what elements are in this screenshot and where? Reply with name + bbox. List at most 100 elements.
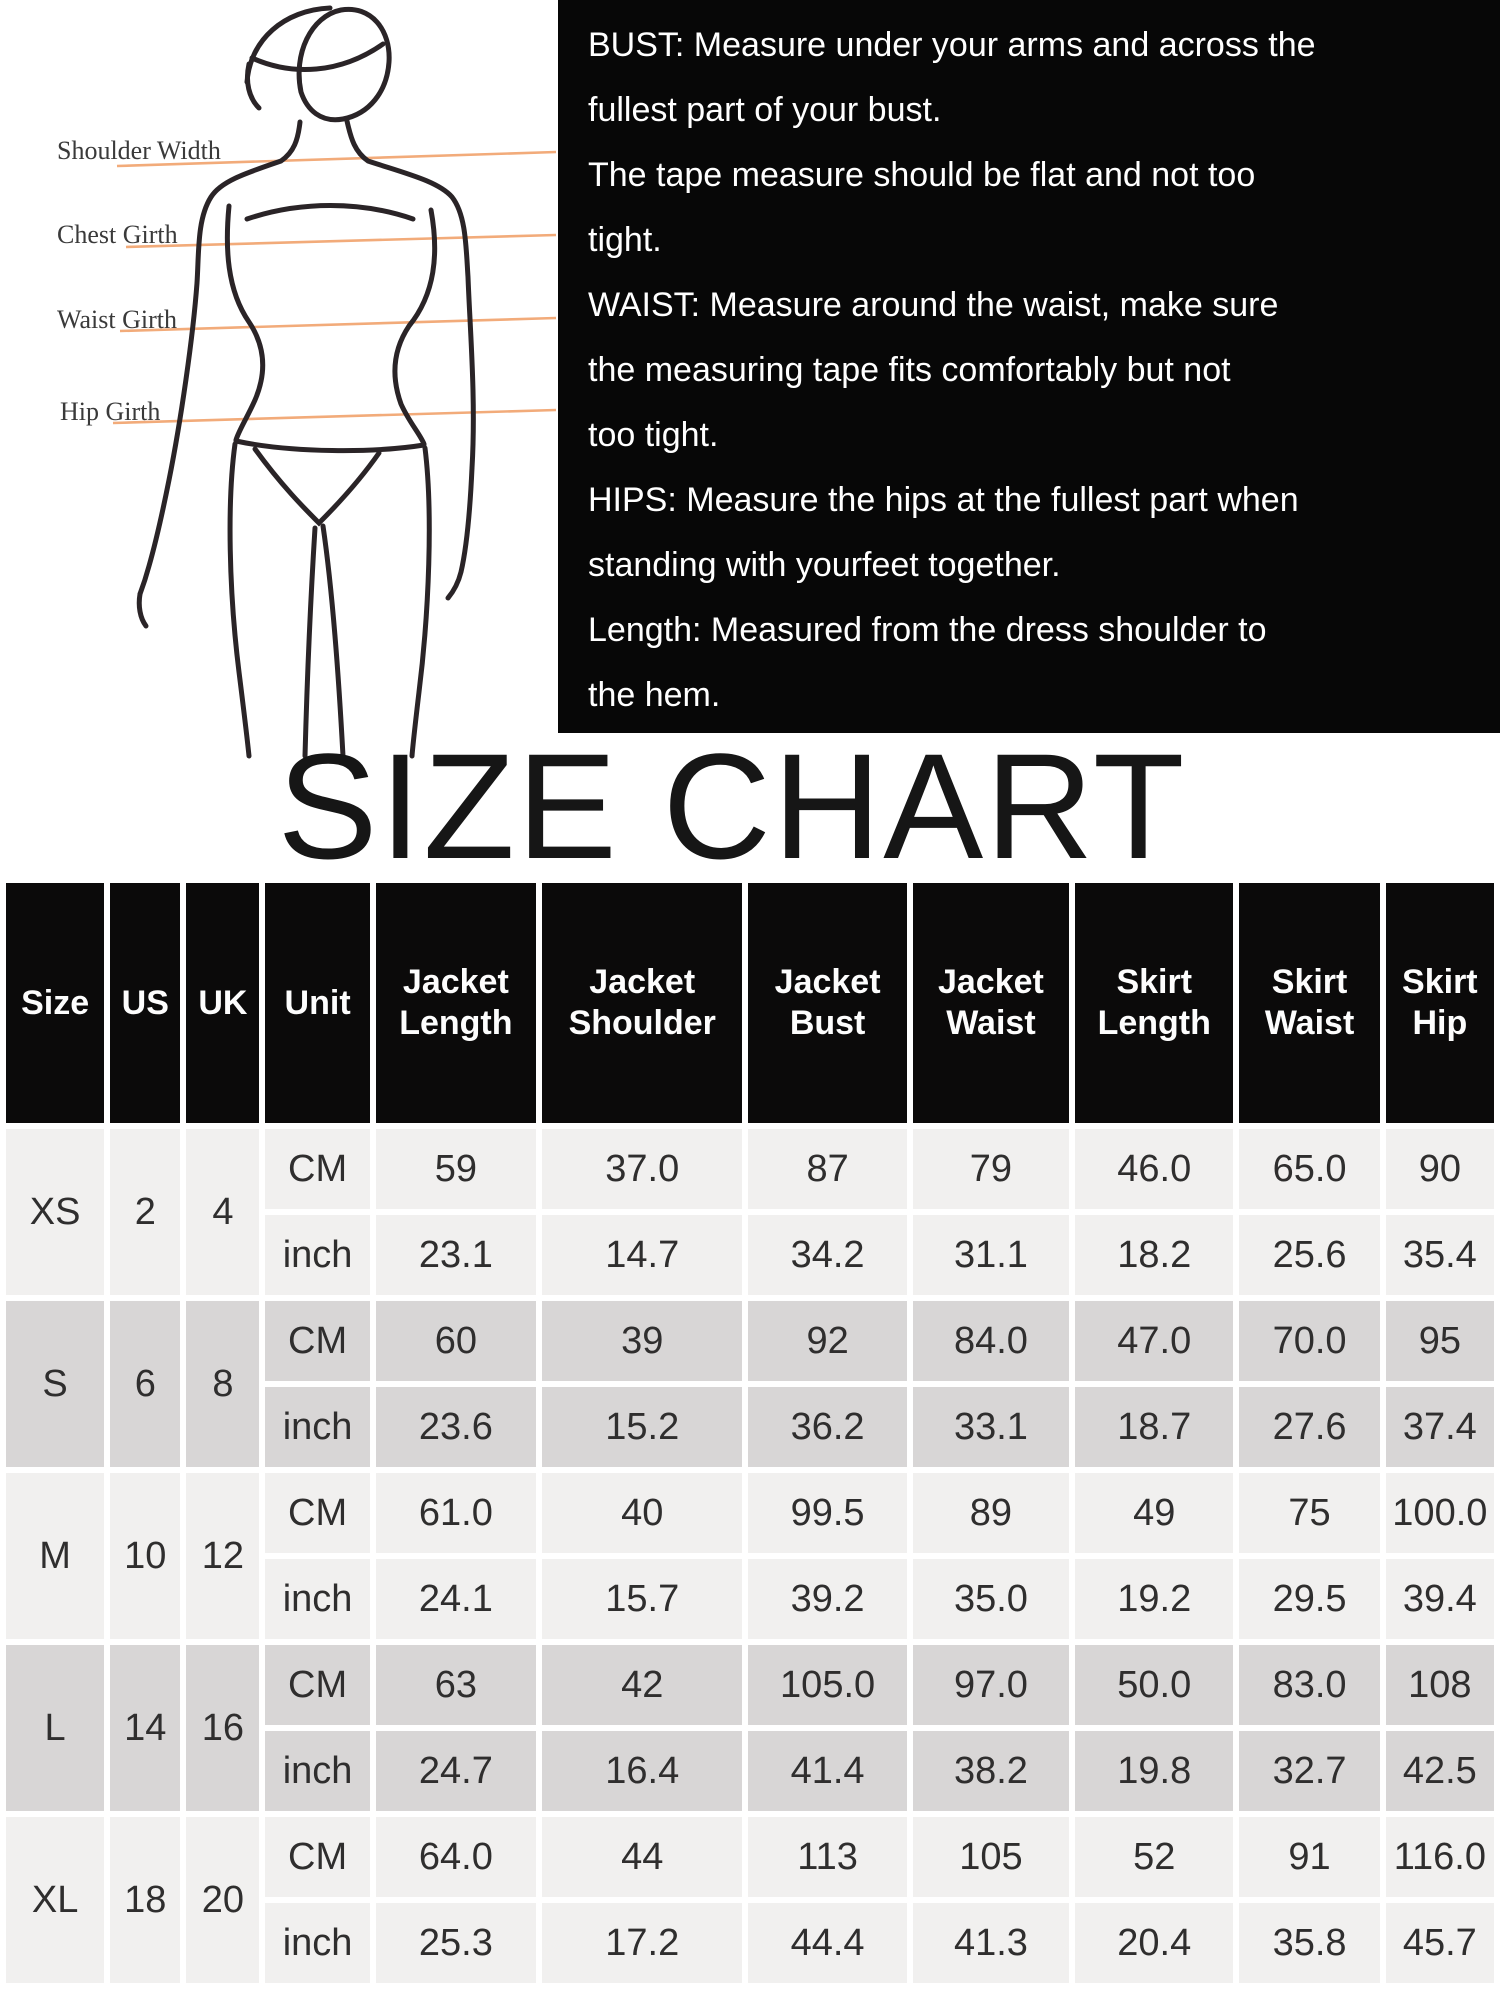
value-cell: 33.1 [912, 1387, 1070, 1467]
value-cell: 41.4 [748, 1731, 907, 1811]
value-cell: 18.7 [1075, 1387, 1234, 1467]
info-line: The tape measure should be flat and not … [588, 156, 1256, 194]
value-cell: 29.5 [1239, 1559, 1380, 1639]
table-row: M 10 12 CM 61.0 40 99.5 89 49 75 100.0 [6, 1473, 1494, 1639]
uk-cell: 20 [186, 1817, 260, 1983]
table-row: inch 23.1 14.7 34.2 31.1 18.2 25.6 35.4 [6, 1215, 1494, 1295]
unit-cell: inch [265, 1559, 370, 1639]
shoulder-measure-line [116, 150, 557, 168]
unit-cell: CM [265, 1645, 370, 1725]
info-line: too tight. [588, 416, 719, 454]
value-cell: 113 [748, 1817, 907, 1897]
info-line: the measuring tape fits comfortably but … [588, 351, 1231, 389]
unit-cell: inch [265, 1387, 370, 1467]
shoulder-width-label: Shoulder Width [57, 136, 221, 165]
value-cell: 46.0 [1075, 1129, 1234, 1209]
size-cell: XL [6, 1817, 105, 1983]
size-cell: XS [6, 1129, 105, 1295]
size-cell: S [6, 1301, 105, 1467]
value-cell: 47.0 [1075, 1301, 1234, 1381]
value-cell: 99.5 [748, 1473, 907, 1553]
value-cell: 18.2 [1075, 1215, 1234, 1295]
info-line: Length: Measured from the dress shoulder… [588, 611, 1267, 649]
unit-cell: inch [265, 1903, 370, 1983]
us-cell: 18 [110, 1817, 181, 1983]
info-line: standing with yourfeet together. [588, 546, 1061, 584]
table-row: XS 2 4 CM 59 37.0 87 79 46.0 65.0 90 [6, 1129, 1494, 1295]
table-row: inch 23.6 15.2 36.2 33.1 18.7 27.6 37.4 [6, 1387, 1494, 1467]
us-cell: 2 [110, 1129, 181, 1295]
uk-cell: 4 [186, 1129, 260, 1295]
value-cell: 42.5 [1385, 1731, 1494, 1811]
table-row: inch 24.1 15.7 39.2 35.0 19.2 29.5 39.4 [6, 1559, 1494, 1639]
value-cell: 42 [542, 1645, 743, 1725]
hip-measure-line [112, 408, 557, 425]
header-us: US [110, 883, 181, 1123]
value-cell: 37.0 [542, 1129, 743, 1209]
value-cell: 25.3 [375, 1903, 537, 1983]
table-row: S 6 8 CM 60 39 92 84.0 47.0 70.0 95 [6, 1301, 1494, 1467]
value-cell: 60 [375, 1301, 537, 1381]
header-size: Size [6, 883, 105, 1123]
value-cell: 19.2 [1075, 1559, 1234, 1639]
header-jacket-bust: Jacket Bust [748, 883, 907, 1123]
waist-measure-line [119, 316, 557, 333]
info-line: tight. [588, 221, 662, 259]
value-cell: 38.2 [912, 1731, 1070, 1811]
value-cell: 52 [1075, 1817, 1234, 1897]
header-skirt-hip: Skirt Hip [1385, 883, 1494, 1123]
value-cell: 83.0 [1239, 1645, 1380, 1725]
uk-cell: 8 [186, 1301, 260, 1467]
value-cell: 40 [542, 1473, 743, 1553]
waist-girth-label: Waist Girth [57, 305, 177, 334]
value-cell: 19.8 [1075, 1731, 1234, 1811]
value-cell: 44.4 [748, 1903, 907, 1983]
us-cell: 10 [110, 1473, 181, 1639]
value-cell: 24.7 [375, 1731, 537, 1811]
value-cell: 27.6 [1239, 1387, 1380, 1467]
value-cell: 34.2 [748, 1215, 907, 1295]
unit-cell: inch [265, 1731, 370, 1811]
value-cell: 37.4 [1385, 1387, 1494, 1467]
value-cell: 105 [912, 1817, 1070, 1897]
hip-girth-label: Hip Girth [60, 397, 161, 426]
info-line: BUST: Measure under your arms and across… [588, 26, 1316, 64]
value-cell: 116.0 [1385, 1817, 1494, 1897]
value-cell: 75 [1239, 1473, 1380, 1553]
header-jacket-waist: Jacket Waist [912, 883, 1070, 1123]
us-cell: 6 [110, 1301, 181, 1467]
value-cell: 31.1 [912, 1215, 1070, 1295]
us-cell: 14 [110, 1645, 181, 1811]
value-cell: 14.7 [542, 1215, 743, 1295]
value-cell: 17.2 [542, 1903, 743, 1983]
size-table-body: XS 2 4 CM 59 37.0 87 79 46.0 65.0 90 inch 23.1 14.7 34… [6, 1129, 1494, 1983]
uk-cell: 16 [186, 1645, 260, 1811]
value-cell: 39.4 [1385, 1559, 1494, 1639]
value-cell: 97.0 [912, 1645, 1070, 1725]
uk-cell: 12 [186, 1473, 260, 1639]
value-cell: 63 [375, 1645, 537, 1725]
value-cell: 64.0 [375, 1817, 537, 1897]
table-row: inch 25.3 17.2 44.4 41.3 20.4 35.8 45.7 [6, 1903, 1494, 1983]
table-row: XL 18 20 CM 64.0 44 113 105 52 91 116.0 [6, 1817, 1494, 1983]
header-jacket-shoulder: Jacket Shoulder [542, 883, 743, 1123]
header-unit: Unit [265, 883, 370, 1123]
value-cell: 23.1 [375, 1215, 537, 1295]
info-line: fullest part of your bust. [588, 91, 942, 129]
value-cell: 16.4 [542, 1731, 743, 1811]
value-cell: 50.0 [1075, 1645, 1234, 1725]
value-cell: 39 [542, 1301, 743, 1381]
unit-cell: CM [265, 1473, 370, 1553]
value-cell: 61.0 [375, 1473, 537, 1553]
value-cell: 35.0 [912, 1559, 1070, 1639]
value-cell: 70.0 [1239, 1301, 1380, 1381]
info-line: the hem. [588, 676, 721, 714]
size-table: Size US UK Unit Jacket Length Jacket Sho… [0, 877, 1500, 1989]
table-row: L 14 16 CM 63 42 105.0 97.0 50.0 83.0 108 [6, 1645, 1494, 1811]
chest-measure-line [125, 233, 557, 249]
size-cell: L [6, 1645, 105, 1811]
value-cell: 95 [1385, 1301, 1494, 1381]
value-cell: 35.8 [1239, 1903, 1380, 1983]
value-cell: 32.7 [1239, 1731, 1380, 1811]
